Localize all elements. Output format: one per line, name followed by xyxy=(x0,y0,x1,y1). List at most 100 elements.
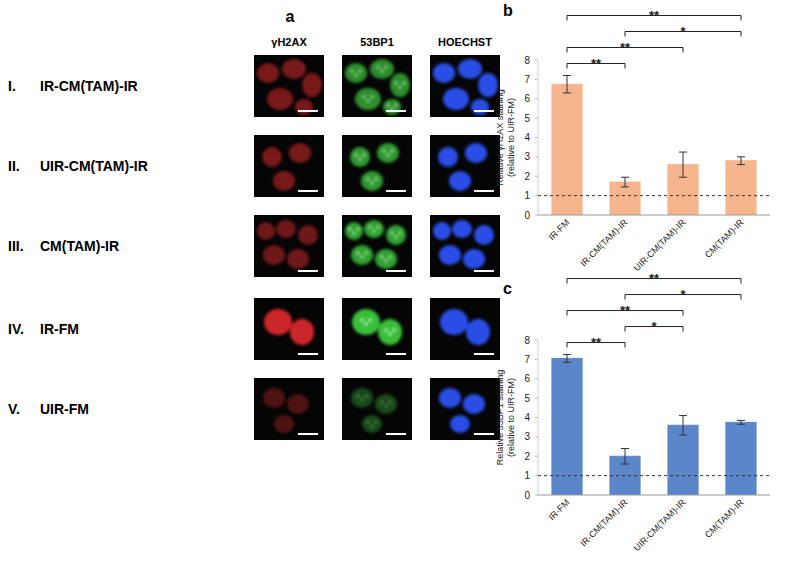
focus xyxy=(394,235,397,238)
error-bar xyxy=(563,76,571,93)
scale-bar xyxy=(298,190,318,192)
cell xyxy=(466,319,490,345)
focus xyxy=(384,65,387,68)
cell xyxy=(298,225,318,245)
focus xyxy=(374,420,377,423)
cell xyxy=(370,59,394,79)
focus xyxy=(354,153,357,156)
y-tick-label: 3 xyxy=(524,151,530,162)
error-stem xyxy=(683,416,684,435)
bar xyxy=(726,422,756,495)
cell xyxy=(282,59,306,79)
panel-letter: b xyxy=(503,2,513,19)
error-cap xyxy=(737,156,745,157)
cells xyxy=(433,59,498,115)
focus xyxy=(380,69,383,72)
cell xyxy=(287,394,309,414)
micrograph xyxy=(430,378,500,440)
focus xyxy=(384,259,387,262)
image-background xyxy=(342,135,412,197)
focus xyxy=(380,255,383,258)
cell xyxy=(262,147,282,167)
cell xyxy=(355,88,381,110)
focus xyxy=(388,400,391,403)
image-background xyxy=(430,378,500,440)
panel-letter: c xyxy=(503,280,512,297)
cell xyxy=(362,415,382,433)
cell xyxy=(263,388,285,408)
y-axis xyxy=(538,340,539,495)
focus xyxy=(364,394,367,397)
error-cap xyxy=(737,420,745,421)
significance-label: ** xyxy=(620,40,631,55)
significance-label: ** xyxy=(649,8,660,23)
error-bar xyxy=(563,355,571,363)
y-axis-title: Relative 53BP1 staining(relative to UIR-… xyxy=(495,370,516,466)
y-tick-label: 8 xyxy=(524,55,530,66)
focus xyxy=(384,404,387,407)
error-stem xyxy=(741,420,742,424)
cell xyxy=(439,388,461,408)
y-tick-label: 7 xyxy=(524,354,530,365)
focus xyxy=(398,85,401,88)
focus xyxy=(368,318,371,321)
cells xyxy=(263,388,309,433)
image-background xyxy=(254,135,324,197)
row-label: UIR-CM(TAM)-IR xyxy=(40,158,148,174)
micrograph xyxy=(254,298,324,360)
cell xyxy=(463,249,485,269)
error-bar xyxy=(621,177,629,187)
focus xyxy=(370,181,373,184)
micrograph xyxy=(254,135,324,197)
cell xyxy=(361,171,383,191)
focus xyxy=(380,400,383,403)
error-cap xyxy=(737,164,745,165)
y-tick-label: 2 xyxy=(524,451,530,462)
focus xyxy=(394,103,397,106)
micrograph xyxy=(430,135,500,197)
image-background xyxy=(254,298,324,360)
cell xyxy=(257,222,275,240)
cell xyxy=(449,171,471,191)
y-tick-label: 6 xyxy=(524,93,530,104)
cell xyxy=(257,63,279,83)
row-numeral: II. xyxy=(8,158,20,174)
cell xyxy=(378,319,402,345)
cell xyxy=(463,394,485,414)
reference-line xyxy=(538,195,770,196)
error-cap xyxy=(621,177,629,178)
y-tick-label: 1 xyxy=(524,190,530,201)
focus xyxy=(360,255,363,258)
cell xyxy=(350,147,370,167)
focus xyxy=(364,322,367,325)
significance-label: * xyxy=(651,319,657,334)
y-tick-label: 4 xyxy=(524,412,530,423)
plot-area xyxy=(538,76,770,216)
x-tick-label: IR-CM(TAM)-IR xyxy=(578,497,629,548)
bar xyxy=(726,161,756,215)
row-numeral: I. xyxy=(8,78,16,94)
significance-label: ** xyxy=(649,271,660,286)
x-tick-label: CM(TAM)-IR xyxy=(703,217,746,260)
focus xyxy=(360,318,363,321)
focus xyxy=(394,81,397,84)
scale-bar xyxy=(386,270,406,272)
focus xyxy=(376,65,379,68)
scale-bar xyxy=(298,270,318,272)
cell xyxy=(289,143,311,163)
micrograph xyxy=(254,378,324,440)
micrograph xyxy=(430,215,500,277)
column-header: HOECHST xyxy=(438,36,492,48)
cell xyxy=(438,147,458,167)
micrograph xyxy=(430,298,500,360)
cell xyxy=(440,309,468,335)
plot-area xyxy=(538,355,770,495)
cell xyxy=(295,99,313,115)
error-stem xyxy=(625,177,626,187)
row-label: UIR-FM xyxy=(40,401,89,417)
image-background xyxy=(342,298,412,360)
micrograph xyxy=(342,215,412,277)
scale-bar xyxy=(386,190,406,192)
y-tick-label: 2 xyxy=(524,171,530,182)
focus xyxy=(356,251,359,254)
